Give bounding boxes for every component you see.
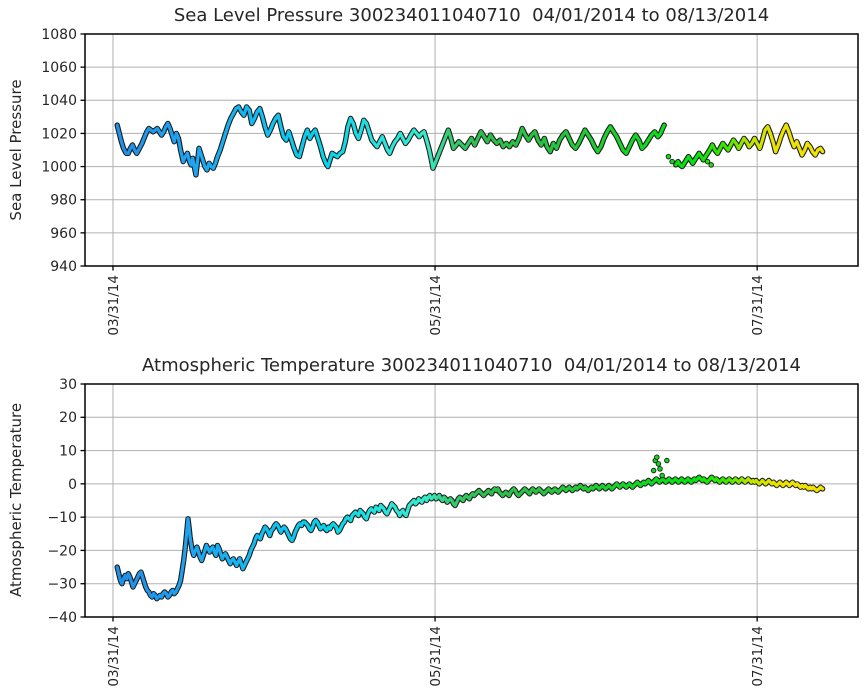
series-segment xyxy=(260,115,267,129)
y-tick-label: −10 xyxy=(47,510,77,526)
series-segment xyxy=(187,525,192,539)
outlier-point xyxy=(654,454,660,460)
plot-border xyxy=(84,33,859,267)
series-segment xyxy=(300,135,307,149)
plot-border xyxy=(84,383,859,618)
y-tick-label: 0 xyxy=(68,477,77,493)
temperature-chart-title: Atmospheric Temperature 300234011040710 … xyxy=(142,355,801,376)
pressure-chart-title: Sea Level Pressure 300234011040710 04/01… xyxy=(173,5,770,26)
x-tick-label: 07/31/14 xyxy=(750,626,766,687)
y-tick-label: −40 xyxy=(47,610,77,626)
series-segment xyxy=(341,140,347,154)
y-tick-label: 1000 xyxy=(41,159,77,175)
pressure-y-axis-label: Sea Level Pressure xyxy=(7,79,25,221)
y-tick-label: 960 xyxy=(50,226,77,242)
series-segment xyxy=(760,128,767,142)
y-tick-label: 1020 xyxy=(41,126,77,142)
x-tick-label: 03/31/14 xyxy=(106,626,122,687)
series-segment xyxy=(425,138,431,152)
y-tick-label: 10 xyxy=(59,443,77,459)
x-tick-label: 07/31/14 xyxy=(750,275,766,336)
y-tick-label: 1060 xyxy=(41,60,77,76)
outlier-point xyxy=(665,153,672,160)
series-segment xyxy=(318,145,325,159)
y-tick-label: 940 xyxy=(50,259,77,275)
series-segment xyxy=(180,558,186,573)
series-segment xyxy=(818,146,825,154)
temperature-y-axis-label: Atmospheric Temperature xyxy=(7,402,25,598)
series-segment xyxy=(279,125,286,139)
outlier-point xyxy=(657,466,663,472)
series-segment xyxy=(427,148,433,162)
y-tick-label: −20 xyxy=(47,543,77,559)
y-tick-label: 1040 xyxy=(41,93,77,109)
y-tick-label: 20 xyxy=(59,410,77,426)
x-tick-label: 03/31/14 xyxy=(106,275,122,336)
outlier-point xyxy=(664,457,670,464)
series-segment xyxy=(178,568,184,582)
series-segment xyxy=(351,121,358,136)
outlier-point xyxy=(669,158,675,165)
y-tick-label: 1080 xyxy=(41,27,77,43)
series-segment xyxy=(276,113,283,129)
series-segment xyxy=(194,160,200,177)
y-tick-label: 980 xyxy=(50,193,77,209)
series-segment xyxy=(176,136,183,152)
x-tick-label: 05/31/14 xyxy=(428,626,444,687)
outlier-point xyxy=(659,472,665,479)
outlier-point xyxy=(650,467,657,474)
outlier-point xyxy=(655,461,662,467)
y-tick-label: −30 xyxy=(47,577,77,593)
series-segment xyxy=(182,545,187,563)
series-segment xyxy=(661,123,666,131)
series-segment xyxy=(818,485,825,491)
x-tick-label: 05/31/14 xyxy=(428,275,444,336)
outlier-point xyxy=(708,162,714,168)
series-segment xyxy=(343,125,350,144)
series-segment xyxy=(183,528,189,549)
outlier-point xyxy=(704,158,711,165)
y-tick-label: 30 xyxy=(59,377,77,393)
series-segment xyxy=(297,145,304,159)
